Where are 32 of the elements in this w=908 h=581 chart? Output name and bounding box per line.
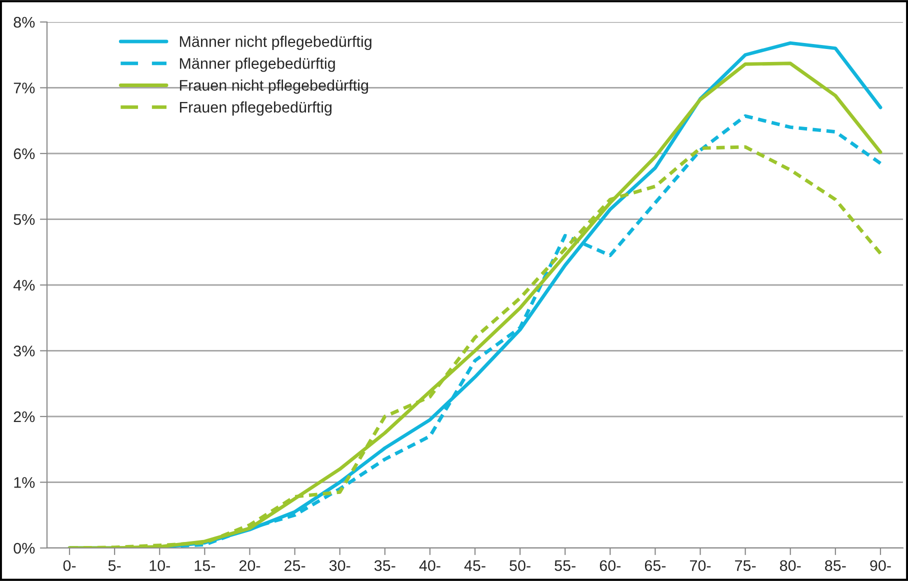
y-tick-label: 8% <box>14 16 35 28</box>
legend-label: Männer pflegebedürftig <box>180 58 335 72</box>
x-tick-label: 90- <box>870 560 891 572</box>
legend-label: Männer nicht pflegebedürftig <box>180 36 372 50</box>
x-tick-label: 45- <box>464 560 486 572</box>
y-tick-label: 7% <box>14 82 35 94</box>
x-tick-label: 60- <box>600 560 621 572</box>
x-tick-label: 75- <box>735 560 756 572</box>
y-tick-label: 0% <box>14 542 35 554</box>
x-tick-label: 85- <box>825 560 846 572</box>
y-tick-label: 3% <box>14 346 35 356</box>
y-tick-label: 6% <box>14 148 35 160</box>
x-tick-label: 70- <box>690 560 711 572</box>
x-tick-label: 30- <box>329 560 350 572</box>
y-tick-label: 1% <box>14 477 35 488</box>
y-tick-label: 2% <box>14 411 35 422</box>
legend-label: Frauen nicht pflegebedürftig <box>180 80 368 94</box>
x-tick-label: 55- <box>554 560 576 572</box>
x-tick-label: 80- <box>780 560 801 572</box>
y-tick-label: 4% <box>13 280 35 291</box>
x-tick-label: 10- <box>150 560 170 572</box>
x-tick-label: 65- <box>644 560 666 572</box>
legend-label: Frauen pflegebedürftig <box>180 101 332 116</box>
x-tick-label: 0- <box>63 560 76 572</box>
x-tick-label: 5- <box>108 560 121 572</box>
x-tick-label: 15- <box>194 560 216 572</box>
x-tick-label: 35- <box>374 560 396 572</box>
x-tick-label: 25- <box>284 560 306 572</box>
x-tick-label: 40- <box>419 560 440 572</box>
x-tick-label: 50- <box>510 560 530 572</box>
x-tick-label: 20- <box>239 560 260 572</box>
y-tick-label: 5% <box>14 214 35 225</box>
